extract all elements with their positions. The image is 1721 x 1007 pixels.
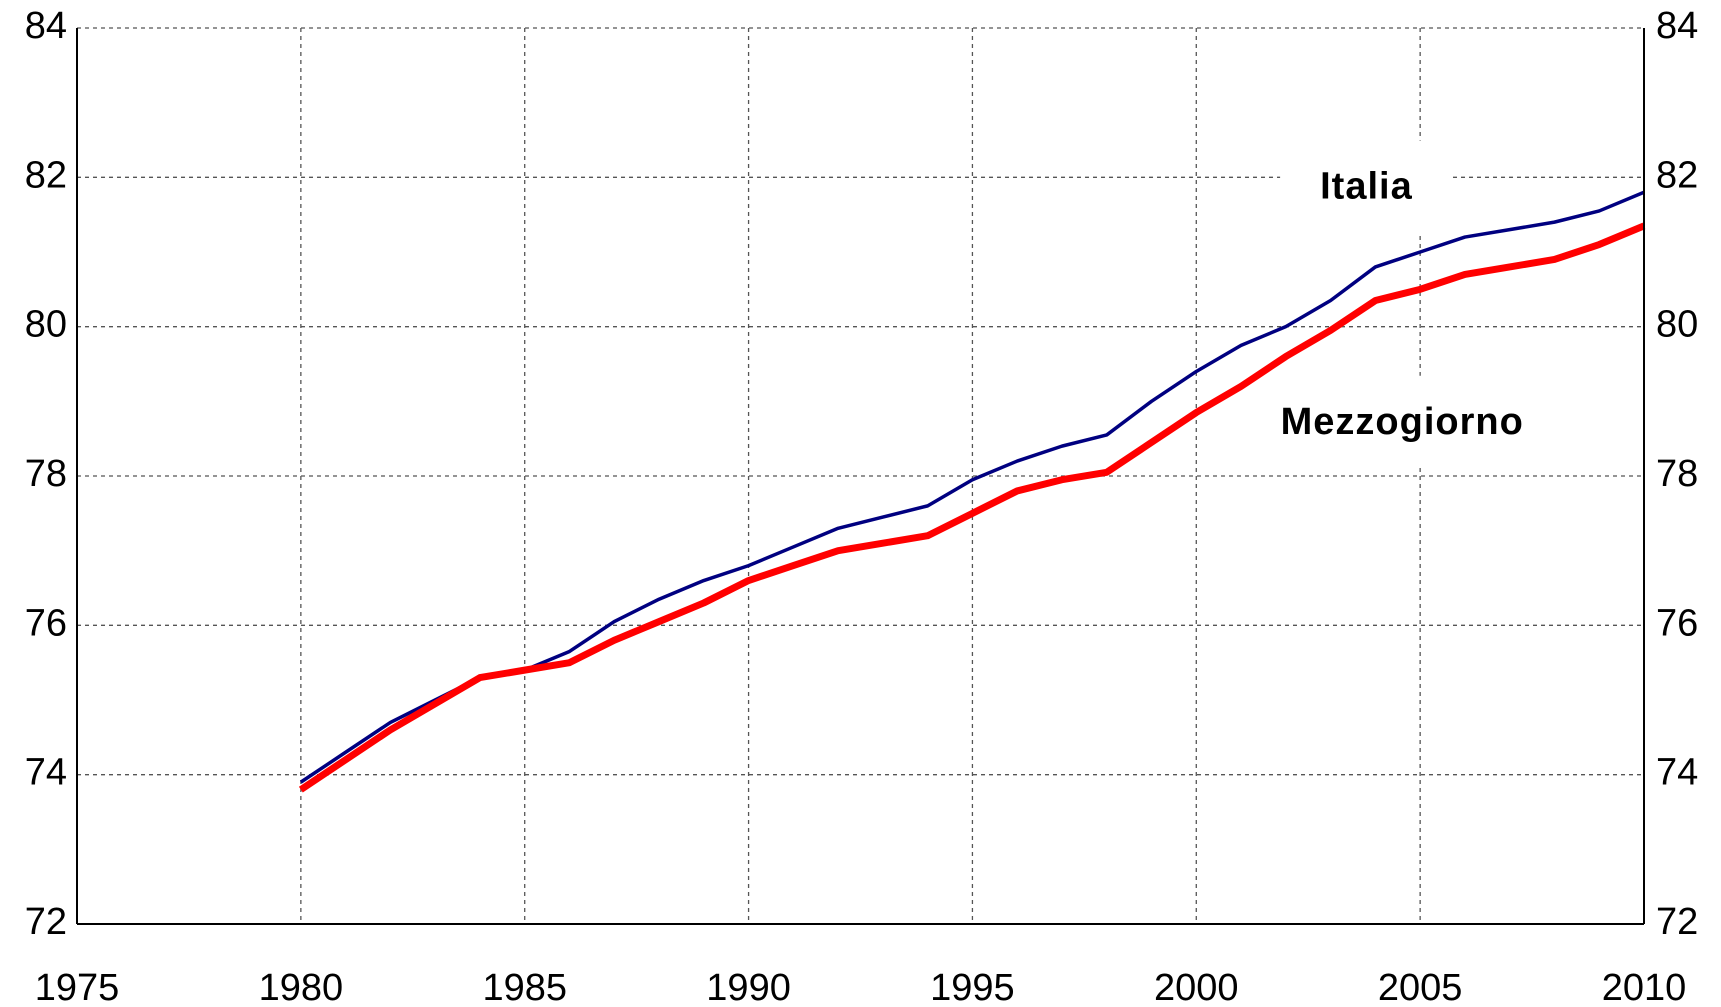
series-label: Italia [1320,166,1413,208]
y-tick-label: 78 [25,453,67,495]
y2-tick-label: 78 [1656,453,1698,495]
y2-tick-label: 80 [1656,304,1698,346]
y2-tick-label: 84 [1656,5,1698,47]
y2-tick-label: 76 [1656,602,1698,644]
label-background [1280,140,1453,233]
x-tick-label: 1990 [706,967,791,1007]
y2-tick-label: 74 [1656,752,1698,794]
x-tick-label: 2010 [1602,967,1687,1007]
x-tick-label: 2000 [1154,967,1239,1007]
label-background [1240,375,1564,468]
y-tick-label: 76 [25,602,67,644]
line-series [298,222,1646,793]
y-tick-label: 80 [25,304,67,346]
series-label: Mezzogiorno [1281,401,1524,443]
x-tick-label: 1985 [482,967,567,1007]
y2-tick-label: 82 [1656,154,1698,196]
x-tick-label: 1995 [930,967,1015,1007]
y-tick-label: 84 [25,5,67,47]
y-tick-label: 82 [25,154,67,196]
y-tick-label: 72 [25,901,67,943]
x-tick-label: 1975 [35,967,120,1007]
x-tick-label: 2005 [1378,967,1463,1007]
y-tick-label: 74 [25,752,67,794]
x-tick-label: 1980 [259,967,344,1007]
y2-tick-label: 72 [1656,901,1698,943]
